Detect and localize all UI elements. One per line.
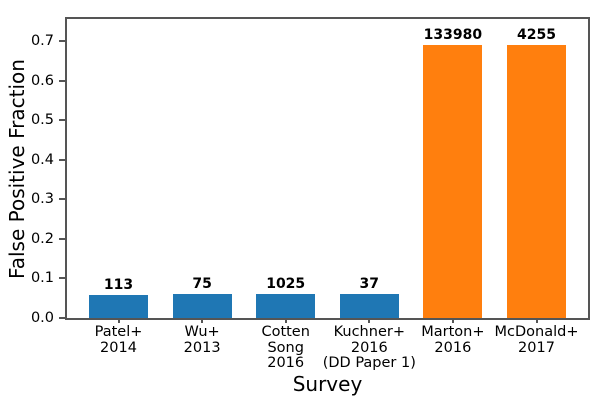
y-tick-label: 0.1 xyxy=(30,270,54,287)
y-tick-label: 0.4 xyxy=(30,151,54,168)
x-tick-label: Patel+ 2014 xyxy=(94,324,143,356)
y-tick-label: 0.0 xyxy=(30,310,54,326)
bar xyxy=(339,294,399,318)
bar xyxy=(423,45,483,318)
y-tick-mark xyxy=(59,158,65,161)
y-tick-label: 0.5 xyxy=(30,112,54,129)
y-tick-label: 0.7 xyxy=(30,33,54,50)
x-tick-mark xyxy=(284,318,287,323)
y-tick-label: 0.3 xyxy=(30,191,54,208)
bar xyxy=(172,294,232,318)
y-tick-mark xyxy=(59,40,65,43)
x-tick-mark xyxy=(535,318,538,323)
x-axis-title: Survey xyxy=(292,372,363,396)
y-tick-label: 0.2 xyxy=(30,230,54,247)
y-tick-label: 0.6 xyxy=(30,72,54,89)
x-tick-label: Marton+ 2016 xyxy=(421,324,485,356)
x-tick-label: Wu+ 2013 xyxy=(183,324,221,356)
bar-value-label: 4255 xyxy=(517,27,556,43)
x-tick-mark xyxy=(451,318,454,323)
x-tick-mark xyxy=(201,318,204,323)
bar xyxy=(89,295,148,318)
y-tick-mark xyxy=(59,317,65,319)
x-tick-label: McDonald+ 2017 xyxy=(494,324,579,356)
y-tick-mark xyxy=(59,79,65,82)
bar-value-label: 133980 xyxy=(423,27,483,43)
x-tick-label: Kuchner+ 2016 (DD Paper 1) xyxy=(322,324,416,371)
y-tick-mark xyxy=(59,198,65,201)
bar xyxy=(507,45,566,318)
bar xyxy=(256,294,316,318)
y-tick-mark xyxy=(59,237,65,240)
bar-value-label: 1025 xyxy=(266,276,306,292)
y-tick-mark xyxy=(59,277,65,280)
x-tick-label: Cotten Song 2016 xyxy=(261,324,310,371)
bar-value-label: 75 xyxy=(192,276,212,292)
x-tick-mark xyxy=(117,318,120,323)
x-tick-mark xyxy=(368,318,371,323)
bar-value-label: 37 xyxy=(359,276,380,292)
plot-area: 113 75 1025 37 133980 4255 xyxy=(65,17,590,320)
bar-value-label: 113 xyxy=(103,277,134,293)
y-tick-mark xyxy=(59,119,65,122)
